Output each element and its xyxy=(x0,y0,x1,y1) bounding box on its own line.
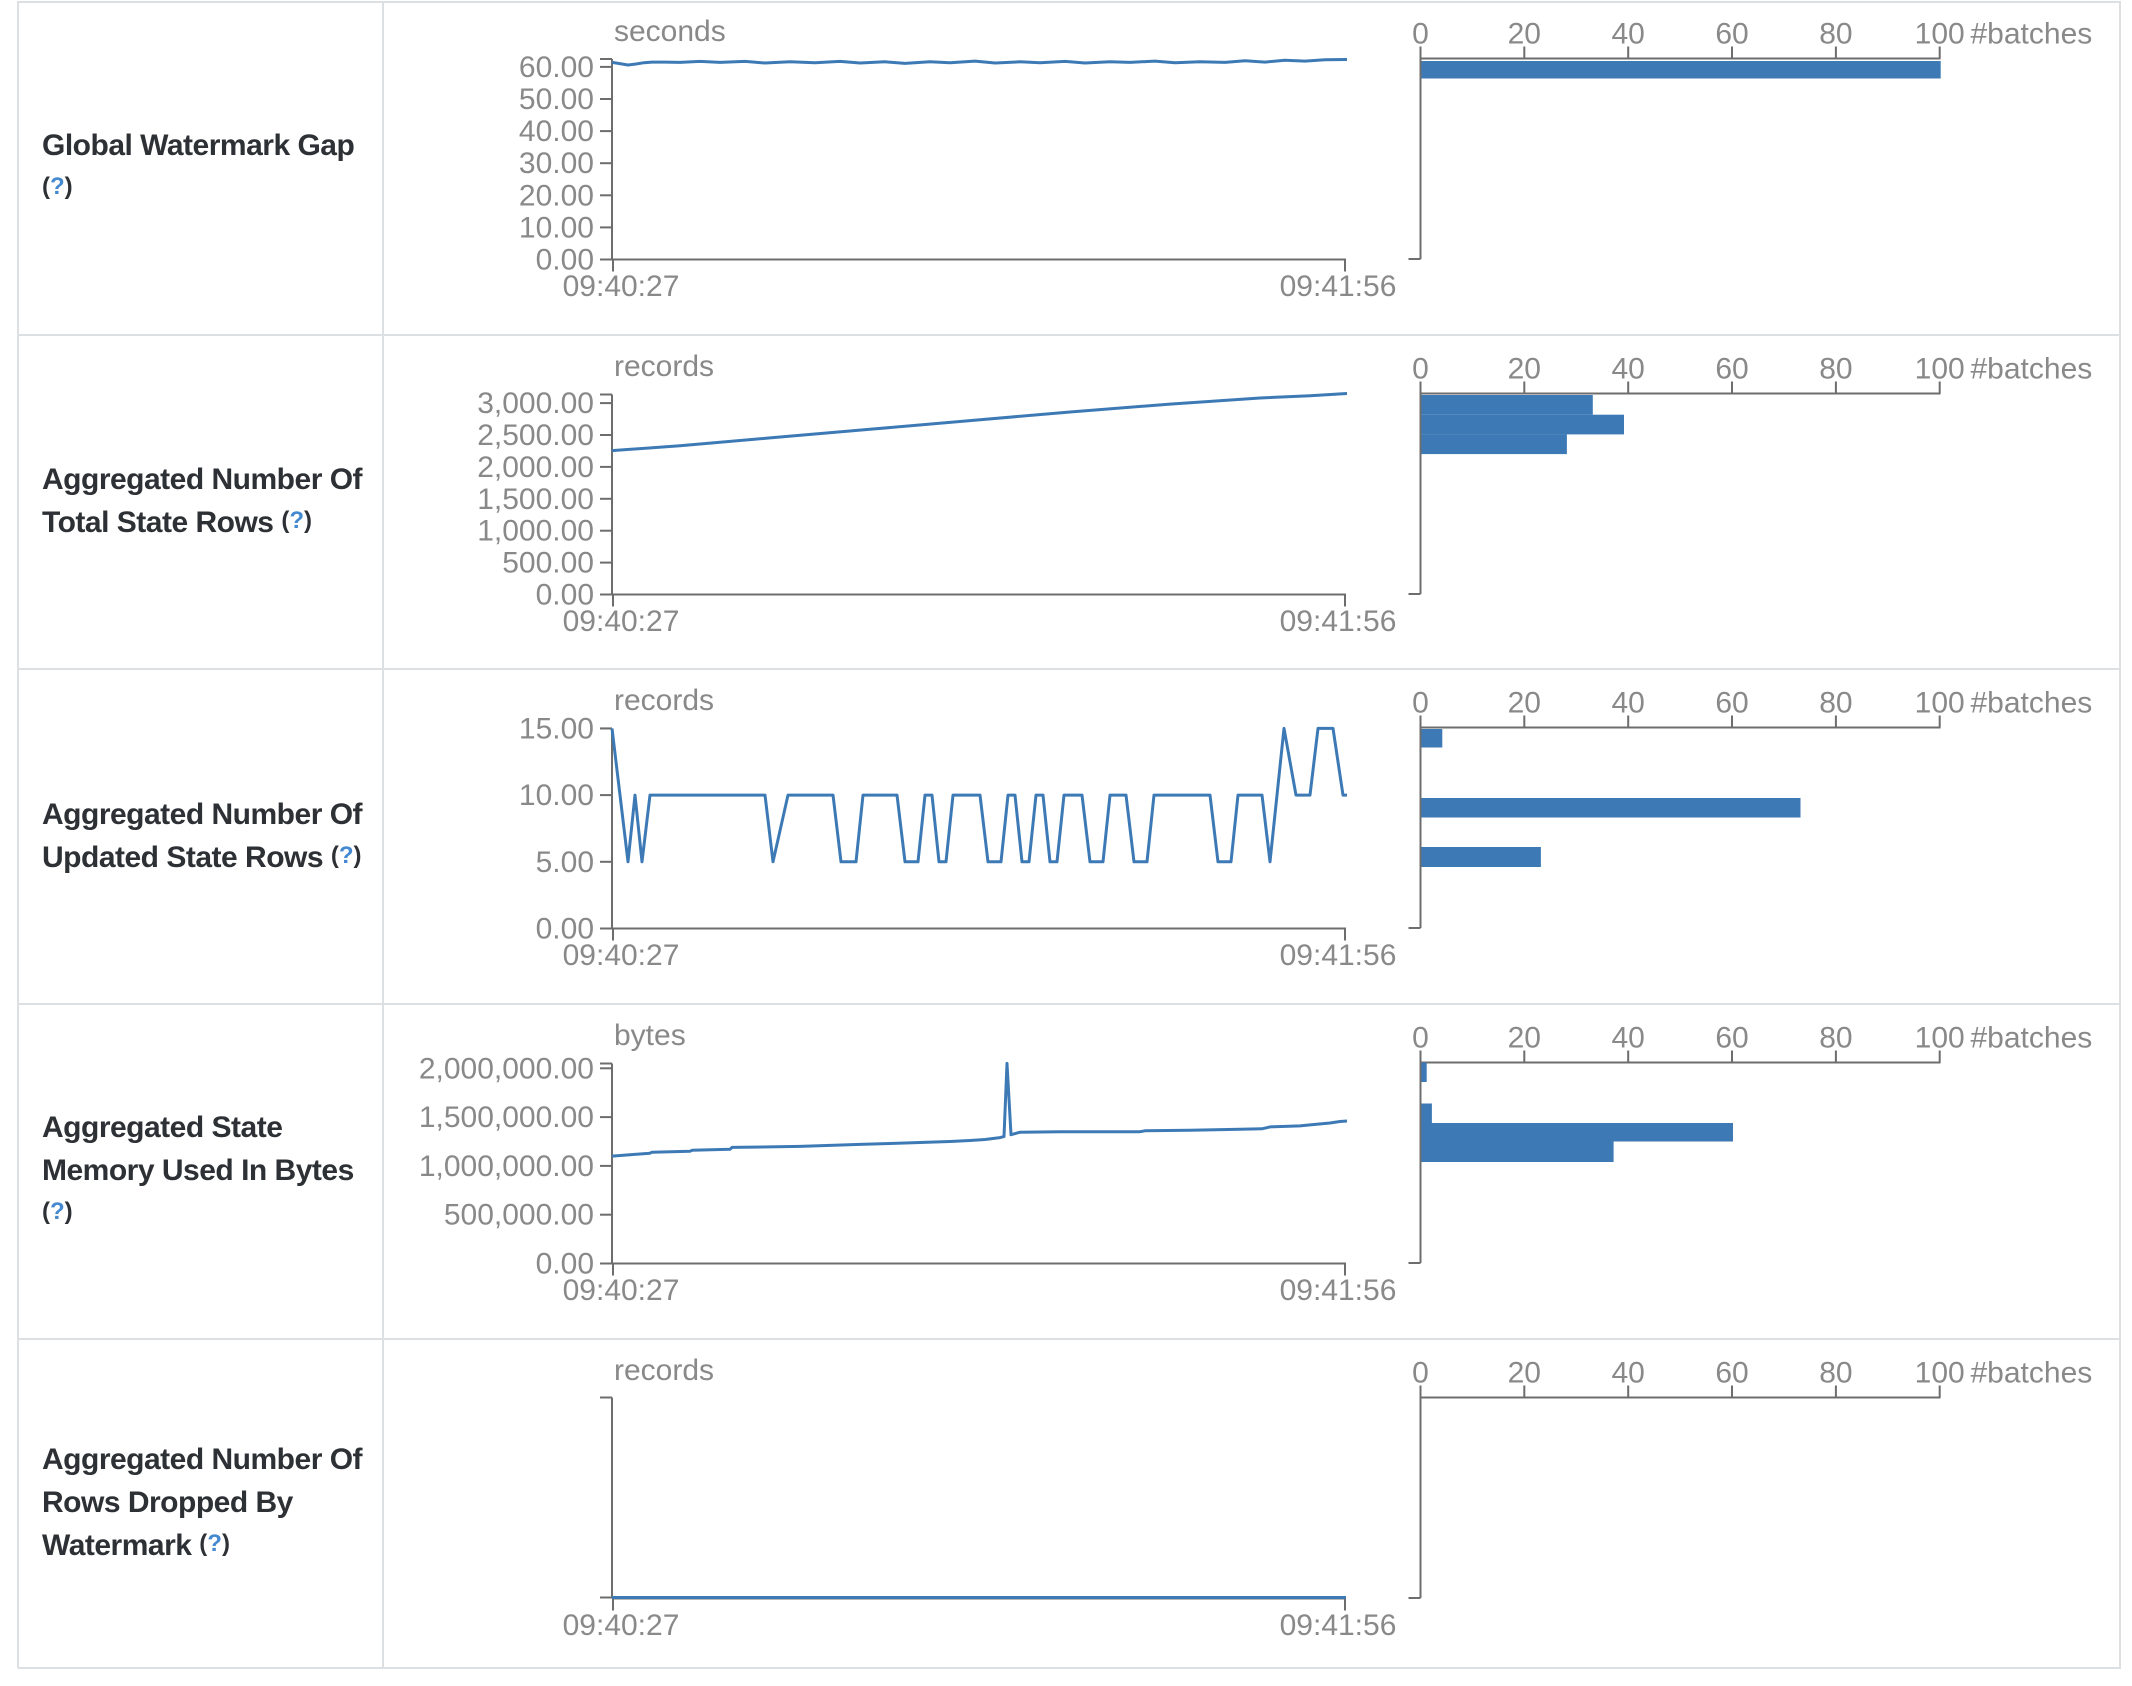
svg-text:09:41:56: 09:41:56 xyxy=(1280,939,1397,972)
svg-text:0.00: 0.00 xyxy=(536,579,594,612)
svg-text:40.00: 40.00 xyxy=(519,115,594,148)
svg-text:records: records xyxy=(614,1354,714,1387)
svg-text:09:40:27: 09:40:27 xyxy=(563,1609,680,1642)
svg-text:0.00: 0.00 xyxy=(536,913,594,946)
svg-text:20: 20 xyxy=(1508,1357,1541,1390)
svg-text:09:40:27: 09:40:27 xyxy=(563,1274,680,1307)
svg-text:0: 0 xyxy=(1412,687,1429,720)
svg-text:#batches: #batches xyxy=(1971,1357,2093,1390)
svg-text:60: 60 xyxy=(1715,18,1748,51)
svg-text:60: 60 xyxy=(1715,1357,1748,1390)
svg-text:500.00: 500.00 xyxy=(502,547,594,580)
svg-text:80: 80 xyxy=(1819,687,1852,720)
svg-text:80: 80 xyxy=(1819,353,1852,386)
svg-text:09:41:56: 09:41:56 xyxy=(1280,605,1397,638)
svg-text:20: 20 xyxy=(1508,687,1541,720)
svg-text:20: 20 xyxy=(1508,353,1541,386)
svg-text:2,000,000.00: 2,000,000.00 xyxy=(419,1052,594,1085)
svg-text:#batches: #batches xyxy=(1971,1022,2093,1055)
svg-text:80: 80 xyxy=(1819,1022,1852,1055)
svg-text:50.00: 50.00 xyxy=(519,83,594,116)
svg-text:100: 100 xyxy=(1915,1357,1965,1390)
svg-text:10.00: 10.00 xyxy=(519,211,594,244)
svg-text:100: 100 xyxy=(1915,1022,1965,1055)
svg-text:#batches: #batches xyxy=(1971,353,2093,386)
svg-text:0.00: 0.00 xyxy=(536,1248,594,1281)
svg-text:1,000.00: 1,000.00 xyxy=(477,515,594,548)
svg-text:80: 80 xyxy=(1819,18,1852,51)
svg-text:seconds: seconds xyxy=(614,15,726,48)
svg-text:20: 20 xyxy=(1508,18,1541,51)
svg-text:60.00: 60.00 xyxy=(519,51,594,84)
svg-text:09:40:27: 09:40:27 xyxy=(563,270,680,303)
svg-text:100: 100 xyxy=(1915,353,1965,386)
svg-text:09:40:27: 09:40:27 xyxy=(563,605,680,638)
svg-text:0: 0 xyxy=(1412,18,1429,51)
svg-text:records: records xyxy=(614,684,714,717)
svg-text:1,000,000.00: 1,000,000.00 xyxy=(419,1150,594,1183)
svg-text:60: 60 xyxy=(1715,1022,1748,1055)
svg-text:40: 40 xyxy=(1612,1022,1645,1055)
svg-text:#batches: #batches xyxy=(1971,687,2093,720)
svg-text:60: 60 xyxy=(1715,687,1748,720)
svg-text:500,000.00: 500,000.00 xyxy=(444,1199,594,1232)
svg-text:100: 100 xyxy=(1915,18,1965,51)
svg-text:09:41:56: 09:41:56 xyxy=(1280,270,1397,303)
svg-text:10.00: 10.00 xyxy=(519,779,594,812)
svg-text:3,000.00: 3,000.00 xyxy=(477,387,594,420)
svg-text:20.00: 20.00 xyxy=(519,179,594,212)
svg-text:40: 40 xyxy=(1612,687,1645,720)
svg-text:5.00: 5.00 xyxy=(536,846,594,879)
svg-text:40: 40 xyxy=(1612,353,1645,386)
svg-text:09:40:27: 09:40:27 xyxy=(563,939,680,972)
svg-text:09:41:56: 09:41:56 xyxy=(1280,1609,1397,1642)
svg-text:0.00: 0.00 xyxy=(536,244,594,277)
svg-text:20: 20 xyxy=(1508,1022,1541,1055)
svg-text:09:41:56: 09:41:56 xyxy=(1280,1274,1397,1307)
svg-text:30.00: 30.00 xyxy=(519,147,594,180)
svg-text:40: 40 xyxy=(1612,18,1645,51)
svg-text:80: 80 xyxy=(1819,1357,1852,1390)
svg-text:records: records xyxy=(614,350,714,383)
svg-text:1,500.00: 1,500.00 xyxy=(477,483,594,516)
svg-text:bytes: bytes xyxy=(614,1019,686,1052)
svg-text:2,000.00: 2,000.00 xyxy=(477,451,594,484)
svg-text:15.00: 15.00 xyxy=(519,712,594,745)
svg-text:0: 0 xyxy=(1412,1357,1429,1390)
svg-text:0: 0 xyxy=(1412,353,1429,386)
svg-text:2,500.00: 2,500.00 xyxy=(477,419,594,452)
svg-text:0: 0 xyxy=(1412,1022,1429,1055)
svg-text:1,500,000.00: 1,500,000.00 xyxy=(419,1101,594,1134)
svg-text:100: 100 xyxy=(1915,687,1965,720)
svg-text:40: 40 xyxy=(1612,1357,1645,1390)
svg-text:60: 60 xyxy=(1715,353,1748,386)
svg-text:#batches: #batches xyxy=(1971,18,2093,51)
